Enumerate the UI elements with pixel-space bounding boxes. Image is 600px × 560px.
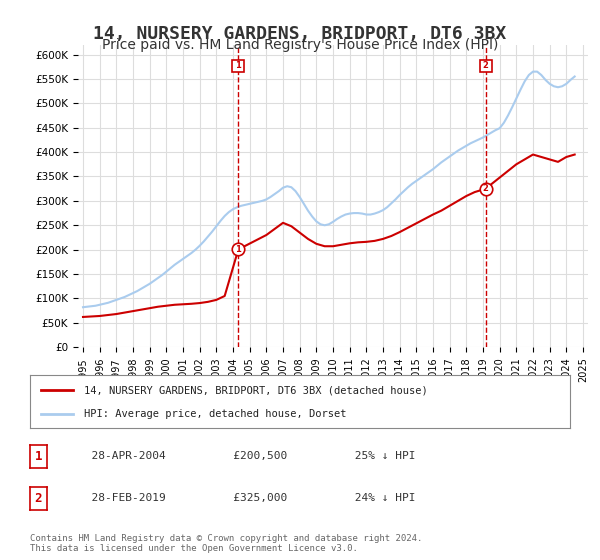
Text: 14, NURSERY GARDENS, BRIDPORT, DT6 3BX (detached house): 14, NURSERY GARDENS, BRIDPORT, DT6 3BX (… [84, 385, 428, 395]
Text: Price paid vs. HM Land Registry's House Price Index (HPI): Price paid vs. HM Land Registry's House … [102, 38, 498, 52]
Text: Contains HM Land Registry data © Crown copyright and database right 2024.
This d: Contains HM Land Registry data © Crown c… [30, 534, 422, 553]
Text: 1: 1 [35, 450, 42, 463]
Text: 1: 1 [235, 62, 241, 71]
Text: 2: 2 [483, 184, 488, 193]
Text: 2: 2 [35, 492, 42, 505]
Text: 1: 1 [235, 245, 241, 254]
Text: 28-FEB-2019          £325,000          24% ↓ HPI: 28-FEB-2019 £325,000 24% ↓ HPI [78, 493, 415, 503]
Text: 2: 2 [483, 62, 488, 71]
Text: 28-APR-2004          £200,500          25% ↓ HPI: 28-APR-2004 £200,500 25% ↓ HPI [78, 451, 415, 461]
Text: 14, NURSERY GARDENS, BRIDPORT, DT6 3BX: 14, NURSERY GARDENS, BRIDPORT, DT6 3BX [94, 25, 506, 43]
Text: HPI: Average price, detached house, Dorset: HPI: Average price, detached house, Dors… [84, 408, 347, 418]
